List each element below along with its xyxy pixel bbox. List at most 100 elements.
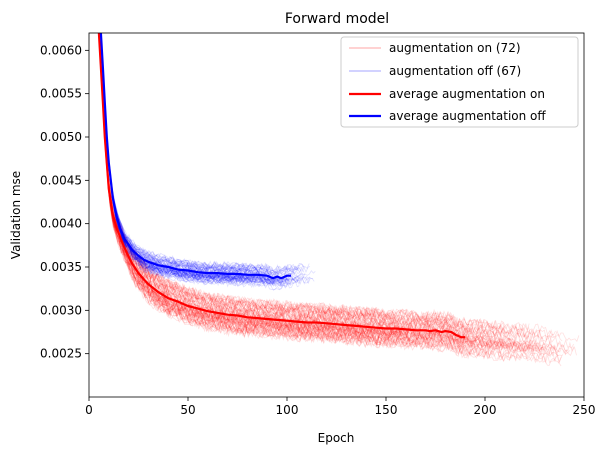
legend-label-average-on: average augmentation on bbox=[389, 87, 545, 101]
run-line-on bbox=[98, 36, 524, 333]
run-line-off bbox=[100, 33, 274, 285]
run-line-off bbox=[102, 68, 290, 287]
average-lines-layer bbox=[97, 33, 466, 339]
run-line-off bbox=[100, 33, 266, 288]
run-line-on bbox=[98, 33, 423, 348]
run-line-on bbox=[98, 33, 400, 320]
run-line-on bbox=[100, 62, 505, 360]
y-tick-label: 0.0050 bbox=[40, 130, 82, 144]
x-tick-label: 150 bbox=[375, 403, 398, 417]
y-tick-label: 0.0035 bbox=[40, 260, 82, 274]
run-line-on bbox=[101, 77, 564, 364]
run-line-on bbox=[98, 33, 479, 349]
run-line-off bbox=[100, 33, 288, 288]
run-line-off bbox=[100, 33, 280, 279]
run-line-off bbox=[100, 33, 299, 286]
run-line-on bbox=[98, 33, 403, 338]
run-line-on bbox=[98, 33, 506, 332]
run-line-on bbox=[102, 100, 563, 358]
run-line-off bbox=[100, 33, 299, 276]
run-line-off bbox=[100, 33, 305, 274]
y-tick-label: 0.0030 bbox=[40, 303, 82, 317]
run-line-off bbox=[100, 33, 300, 291]
run-line-on bbox=[98, 33, 559, 357]
plot-area bbox=[88, 32, 585, 398]
run-line-on bbox=[98, 33, 512, 342]
run-line-on bbox=[100, 62, 563, 342]
run-line-on bbox=[101, 73, 455, 323]
run-line-off bbox=[100, 33, 268, 272]
run-line-on bbox=[98, 33, 526, 353]
x-axis-label: Epoch bbox=[318, 431, 355, 445]
run-line-off bbox=[100, 33, 286, 283]
run-line-on bbox=[98, 33, 530, 332]
run-line-on bbox=[98, 33, 552, 356]
run-line-on bbox=[98, 33, 533, 338]
run-line-off bbox=[100, 35, 310, 272]
run-line-off bbox=[100, 33, 302, 286]
run-line-off bbox=[100, 33, 261, 271]
run-line-off bbox=[100, 33, 311, 276]
y-axis: 0.0025 0.0030 0.0035 0.0040 0.0045 0.0050 0.00… bbox=[40, 43, 89, 361]
y-tick-label: 0.0025 bbox=[40, 347, 82, 361]
x-axis: 0 50 100 150 200 250 bbox=[85, 397, 595, 417]
run-line-off bbox=[100, 33, 295, 287]
legend-label-augmentation-on: augmentation on (72) bbox=[389, 41, 521, 55]
run-line-on bbox=[98, 33, 562, 367]
run-line-on bbox=[98, 33, 580, 343]
run-line-off bbox=[101, 44, 300, 284]
run-line-on bbox=[98, 33, 395, 320]
run-line-off bbox=[100, 33, 300, 274]
run-line-on bbox=[98, 33, 410, 340]
run-line-on bbox=[98, 33, 506, 352]
run-line-on bbox=[101, 79, 483, 351]
run-line-off bbox=[101, 53, 311, 286]
run-line-off bbox=[100, 33, 301, 282]
run-line-on bbox=[100, 71, 470, 333]
run-line-on bbox=[98, 33, 395, 321]
run-line-on bbox=[98, 33, 541, 355]
run-line-off bbox=[100, 33, 305, 277]
run-line-on bbox=[98, 33, 455, 350]
run-line-on bbox=[98, 34, 516, 354]
y-tick-label: 0.0060 bbox=[40, 43, 82, 57]
run-line-off bbox=[100, 33, 285, 284]
run-line-on bbox=[98, 33, 454, 329]
individual-runs-layer bbox=[98, 33, 580, 367]
run-line-on bbox=[99, 54, 540, 362]
x-tick-label: 100 bbox=[276, 403, 299, 417]
legend: augmentation on (72) augmentation off (6… bbox=[340, 36, 579, 128]
run-line-off bbox=[102, 64, 294, 286]
run-line-on bbox=[98, 33, 437, 346]
run-line-on bbox=[102, 97, 547, 356]
run-line-on bbox=[99, 46, 499, 341]
run-line-on bbox=[102, 97, 452, 323]
x-tick-label: 250 bbox=[573, 403, 596, 417]
x-tick-label: 200 bbox=[474, 403, 497, 417]
run-line-on bbox=[98, 44, 530, 344]
run-line-off bbox=[100, 33, 290, 287]
x-tick-label: 0 bbox=[85, 403, 93, 417]
run-line-on bbox=[98, 39, 392, 346]
run-line-off bbox=[100, 33, 288, 291]
run-line-on bbox=[100, 71, 514, 338]
run-line-on bbox=[99, 47, 544, 341]
chart-title: Forward model bbox=[285, 11, 389, 27]
run-line-on bbox=[98, 33, 562, 364]
run-line-off bbox=[100, 33, 315, 287]
plot-frame bbox=[88, 32, 585, 398]
run-line-off bbox=[100, 33, 309, 283]
legend-label-average-off: average augmentation off bbox=[389, 109, 546, 123]
y-tick-label: 0.0055 bbox=[40, 87, 82, 101]
run-line-on bbox=[101, 96, 463, 356]
legend-label-augmentation-off: augmentation off (67) bbox=[389, 64, 521, 78]
run-line-on bbox=[101, 76, 407, 337]
y-tick-label: 0.0045 bbox=[40, 173, 82, 187]
run-line-on bbox=[98, 33, 494, 331]
run-line-on bbox=[100, 75, 403, 345]
run-line-off bbox=[101, 57, 295, 279]
run-line-on bbox=[98, 33, 465, 352]
run-line-on bbox=[101, 90, 568, 356]
x-tick-label: 50 bbox=[180, 403, 195, 417]
